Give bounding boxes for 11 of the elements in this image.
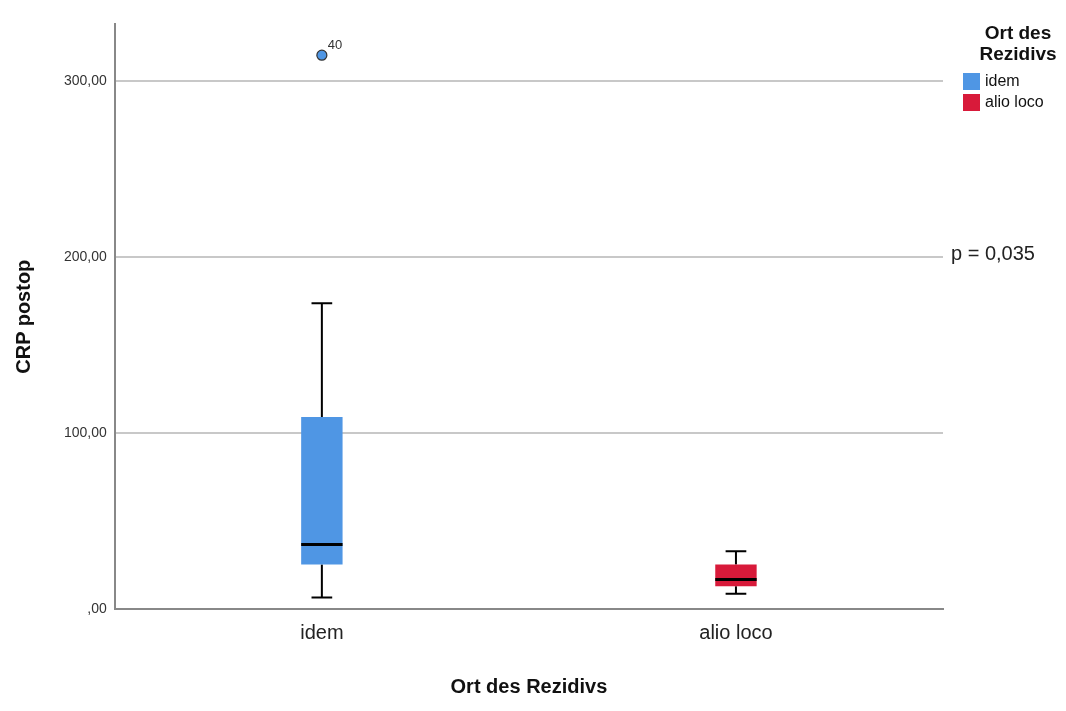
y-tick-label: ,00 — [87, 599, 108, 616]
text: p = 0,035 — [951, 242, 1035, 265]
y-tick-label: 300,00 — [63, 71, 108, 88]
legend-label: alio loco — [985, 93, 1044, 111]
legend-label: idem — [985, 72, 1020, 90]
y-tick-label: 100,00 — [63, 423, 108, 440]
x-axis-title: Ort des Rezidivs — [450, 674, 608, 697]
annotation: 40 — [327, 37, 343, 53]
legend-title: Ort des Rezidivs — [978, 22, 1058, 64]
y-tick-label: 200,00 — [63, 247, 108, 264]
y-axis-title: CRP postop — [11, 259, 34, 374]
